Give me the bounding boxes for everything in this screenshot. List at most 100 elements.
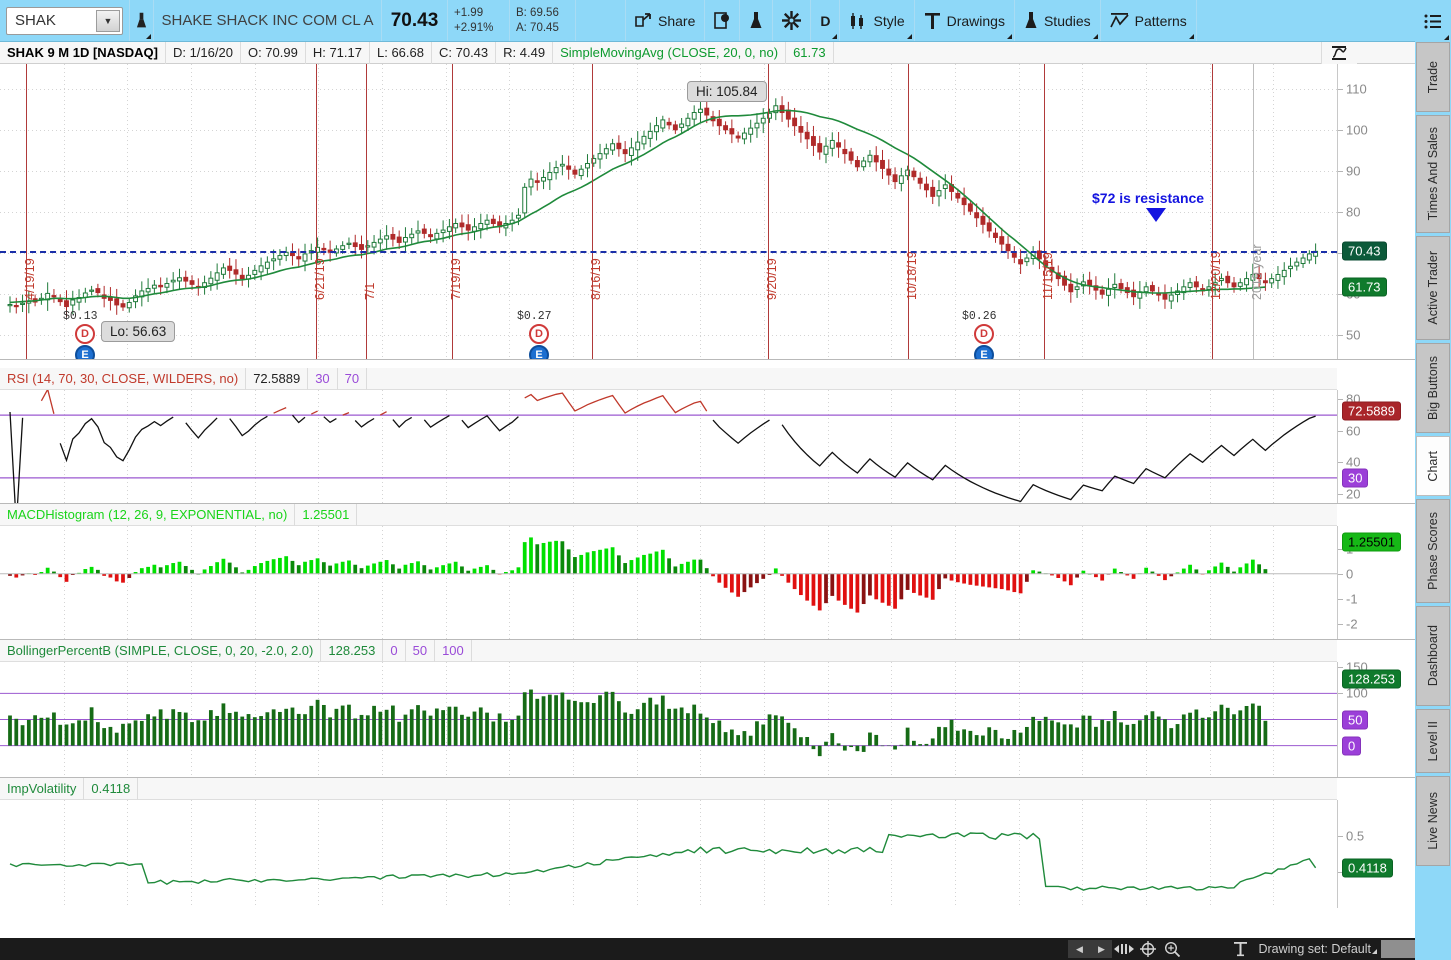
dividend-amount: $0.27 bbox=[517, 310, 552, 323]
sidebar-tab-big-buttons[interactable]: Big Buttons bbox=[1416, 343, 1450, 433]
price-panel[interactable]: 4/19/19 6/21/19 7/1 7/19/19 8/16/19 9/20/19 10… bbox=[0, 42, 1415, 360]
axis-tick bbox=[1338, 335, 1343, 337]
symbol-input[interactable]: SHAK ▼ bbox=[6, 6, 123, 35]
event-line-label: 6/21/19 bbox=[313, 258, 327, 300]
scroll-arrows[interactable]: ◀ ▶ bbox=[1068, 940, 1113, 958]
sidebar-tab-chart[interactable]: Chart bbox=[1416, 436, 1450, 496]
axis-tick bbox=[1338, 623, 1343, 625]
bpb-axis[interactable]: 150 100 128.253 50 0 bbox=[1337, 660, 1415, 777]
bottom-resize-handle[interactable] bbox=[1381, 940, 1415, 958]
dividend-marker-icon[interactable]: D bbox=[529, 324, 549, 344]
sidebar-tab-level-ii[interactable]: Level II bbox=[1416, 709, 1450, 773]
macd-title[interactable]: MACDHistogram (12, 26, 9, EXPONENTIAL, n… bbox=[0, 503, 296, 526]
price-axis-label: 110 bbox=[1346, 81, 1367, 97]
sidebar-tab-live-news[interactable]: Live News bbox=[1416, 776, 1450, 866]
notes-button[interactable] bbox=[705, 0, 741, 41]
share-button[interactable]: Share bbox=[626, 0, 706, 41]
bpb-plot[interactable] bbox=[0, 662, 1337, 777]
macd-axis[interactable]: 10-1-21.25501 bbox=[1337, 526, 1415, 639]
settings-button[interactable] bbox=[773, 0, 812, 41]
studies-button[interactable]: Studies bbox=[1015, 0, 1101, 41]
axis-tick bbox=[1338, 399, 1343, 401]
rsi-plot[interactable] bbox=[0, 390, 1337, 503]
pan-tool-button[interactable] bbox=[1114, 940, 1135, 958]
last-price: 70.43 bbox=[382, 0, 448, 41]
dividend-amount: $0.13 bbox=[63, 310, 98, 323]
macd-panel[interactable]: MACDHistogram (12, 26, 9, EXPONENTIAL, n… bbox=[0, 503, 1415, 640]
dividend-marker-icon[interactable]: D bbox=[974, 324, 994, 344]
grid-line-vertical bbox=[255, 526, 256, 639]
text-tool-button[interactable] bbox=[1230, 940, 1250, 958]
top-toolbar: SHAK ▼ SHAKE SHACK INC COM CL A 70.43 +1… bbox=[0, 0, 1451, 42]
low-annotation[interactable]: Lo: 56.63 bbox=[101, 321, 176, 342]
axis-tick bbox=[1338, 129, 1343, 131]
timeframe-button[interactable]: D bbox=[811, 0, 841, 41]
symbol-flask-button[interactable] bbox=[130, 0, 154, 41]
price-plot[interactable]: 4/19/19 6/21/19 7/1 7/19/19 8/16/19 9/20/19 10… bbox=[0, 64, 1337, 359]
rsi-axis[interactable]: 80 60 40 20 72.5889 30 bbox=[1337, 390, 1415, 503]
flask-icon bbox=[1024, 11, 1038, 30]
sidebar-tab-times-and-sales[interactable]: Times And Sales bbox=[1416, 115, 1450, 233]
plot-svg bbox=[0, 689, 1337, 757]
impvolatility-panel[interactable]: ImpVolatility 0.4118 0.50.40.4118 bbox=[0, 777, 1415, 908]
grid-line-vertical bbox=[1210, 526, 1211, 639]
plot-svg bbox=[9, 832, 1317, 891]
style-button[interactable]: Style bbox=[840, 0, 915, 41]
dividend-marker-icon[interactable]: D bbox=[75, 324, 95, 344]
earnings-marker-icon[interactable]: E bbox=[974, 345, 994, 359]
grid-line-vertical bbox=[318, 800, 319, 908]
rsi-panel[interactable]: RSI (14, 70, 30, CLOSE, WILDERS, no) 72.… bbox=[0, 367, 1415, 504]
grid-line-vertical bbox=[573, 526, 574, 639]
grid-line-vertical bbox=[764, 526, 765, 639]
sidebar-tab-dashboard[interactable]: Dashboard bbox=[1416, 606, 1450, 706]
macd-plot[interactable] bbox=[0, 526, 1337, 639]
sidebar-menu-button[interactable] bbox=[1415, 0, 1451, 42]
info-sma-title[interactable]: SimpleMovingAvg (CLOSE, 20, 0, no) bbox=[553, 41, 787, 64]
scroll-left-button[interactable]: ◀ bbox=[1075, 943, 1083, 954]
price-axis-label: 80 bbox=[1346, 204, 1361, 220]
grid-line-vertical bbox=[127, 800, 128, 908]
patterns-button[interactable]: Patterns bbox=[1101, 0, 1197, 41]
grid-line-vertical bbox=[1082, 800, 1083, 908]
grid-line-vertical bbox=[637, 526, 638, 639]
symbol-dropdown-button[interactable]: ▼ bbox=[96, 9, 120, 32]
zoom-icon bbox=[1165, 941, 1181, 957]
iv-plot[interactable] bbox=[0, 800, 1337, 908]
bpb-title[interactable]: BollingerPercentB (SIMPLE, CLOSE, 0, 20,… bbox=[0, 639, 322, 662]
high-annotation[interactable]: Hi: 105.84 bbox=[687, 81, 767, 102]
iv-title[interactable]: ImpVolatility bbox=[0, 777, 85, 800]
menu-icon bbox=[1424, 14, 1441, 28]
price-level-line[interactable] bbox=[0, 251, 1337, 254]
grid-line-vertical bbox=[828, 64, 829, 359]
scroll-right-button[interactable]: ▶ bbox=[1097, 943, 1105, 954]
drawing-set-label[interactable]: Drawing set: Default bbox=[1252, 942, 1377, 956]
event-line-label: 12/20/19 bbox=[1209, 251, 1223, 300]
plot-svg bbox=[0, 537, 1337, 613]
rsi-level-high: 70 bbox=[338, 367, 368, 390]
earnings-marker-icon[interactable]: E bbox=[75, 345, 95, 359]
earnings-marker-icon[interactable]: E bbox=[529, 345, 549, 359]
note-icon bbox=[714, 12, 730, 29]
event-line-label: 9/20/19 bbox=[765, 258, 779, 300]
chart-drawing-tool-button[interactable] bbox=[1321, 42, 1357, 64]
crosshair-tool-button[interactable] bbox=[1138, 940, 1158, 958]
grid-line-vertical bbox=[1273, 800, 1274, 908]
grid-line-vertical bbox=[255, 800, 256, 908]
zoom-tool-button[interactable] bbox=[1162, 940, 1182, 958]
studies-flask-button[interactable] bbox=[740, 0, 774, 41]
rsi-value: 72.5889 bbox=[246, 367, 309, 390]
iv-axis[interactable]: 0.50.40.4118 bbox=[1337, 800, 1415, 908]
grid-line-vertical bbox=[191, 390, 192, 503]
sidebar-tab-active-trader[interactable]: Active Trader bbox=[1416, 236, 1450, 340]
sidebar-tab-trade[interactable]: Trade bbox=[1416, 42, 1450, 112]
change-absolute: +1.99 bbox=[454, 6, 484, 19]
dropdown-corner bbox=[146, 34, 151, 39]
sidebar-tab-phase-scores[interactable]: Phase Scores bbox=[1416, 499, 1450, 603]
resistance-annotation[interactable]: $72 is resistance bbox=[1092, 190, 1205, 206]
drawings-button[interactable]: Drawings bbox=[915, 0, 1015, 41]
sidebar-tab-label: Level II bbox=[1426, 720, 1440, 762]
bollinger-percentb-panel[interactable]: BollingerPercentB (SIMPLE, CLOSE, 0, 20,… bbox=[0, 639, 1415, 778]
macd-value: 1.25501 bbox=[295, 503, 358, 526]
rsi-title[interactable]: RSI (14, 70, 30, CLOSE, WILDERS, no) bbox=[0, 367, 247, 390]
